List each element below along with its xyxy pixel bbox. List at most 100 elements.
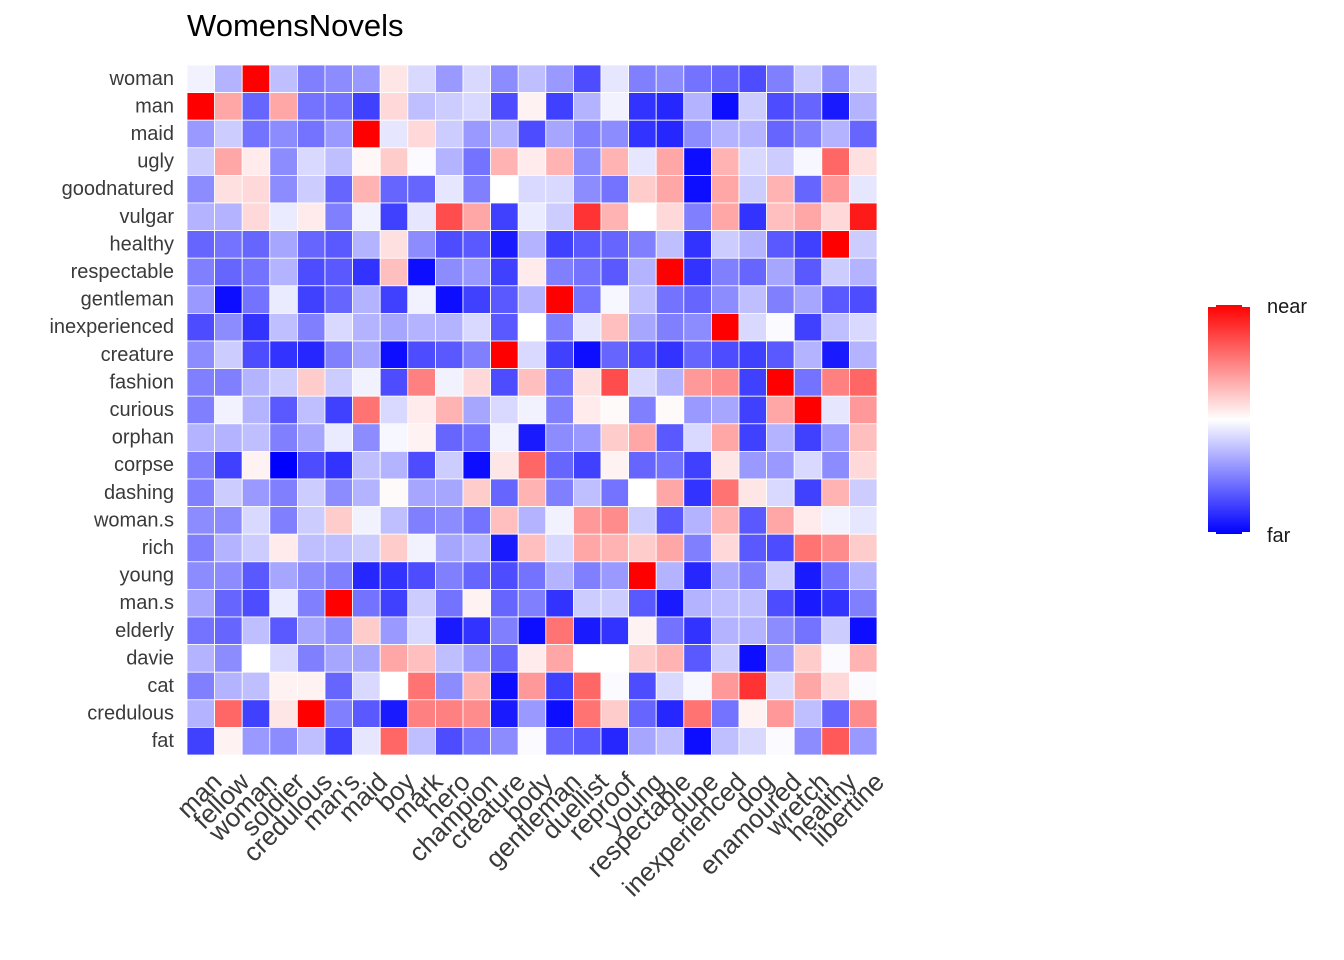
heatmap-cell-davie-mark: [407, 644, 436, 673]
heatmap-cell-elderly-creature: [490, 616, 519, 646]
heatmap-cell-maid-creature: [490, 119, 519, 149]
heatmap-cell-curious-dupe: [683, 395, 712, 425]
heatmap-cell-corpse-hero: [434, 450, 464, 480]
heatmap-cell-creature-libertine: [849, 340, 878, 370]
heatmap-cell-man.s-duellist: [573, 589, 602, 618]
heatmap-cell-healthy-soldier: [269, 230, 298, 259]
heatmap-cell-vulgar-credulous: [296, 202, 326, 232]
heatmap-cell-davie-credulous: [296, 644, 326, 673]
heatmap-cell-curious-woman: [241, 395, 271, 425]
heatmap-cell-ugly-body: [517, 147, 547, 176]
heatmap-cell-fashion-fellow: [214, 368, 243, 397]
heatmap-cell-orphan-woman: [241, 423, 271, 452]
heatmap-cell-healthy-hero: [434, 230, 464, 259]
heatmap-cell-cat-woman: [241, 671, 271, 701]
heatmap-cell-young-enamoured: [766, 561, 795, 590]
heatmap-cell-woman.s-man's: [324, 506, 354, 535]
row-label-goodnatured: goodnatured: [62, 178, 174, 200]
heatmap-cell-davie-man's: [324, 644, 354, 673]
heatmap-cell-corpse-credulous: [296, 450, 326, 480]
heatmap-cell-woman-man's: [324, 64, 354, 94]
heatmap-cell-man-hero: [434, 92, 464, 121]
color-legend: near far: [1208, 296, 1307, 547]
row-label-orphan: orphan: [112, 427, 174, 449]
heatmap-cell-woman-young: [628, 64, 657, 94]
heatmap-cell-young-credulous: [296, 561, 326, 590]
heatmap-cell-rich-duellist: [573, 533, 602, 563]
heatmap-cell-fat-hero: [434, 727, 464, 756]
heatmap-cell-young-reproof: [600, 561, 630, 590]
heatmap-cell-vulgar-healthy: [821, 202, 850, 232]
heatmap-cell-goodnatured-dupe: [683, 174, 712, 204]
heatmap-cell-gentleman-gentleman: [545, 285, 574, 314]
heatmap-cell-woman-maid: [352, 64, 381, 94]
heatmap-cell-creature-hero: [434, 340, 464, 370]
chart-title: WomensNovels: [187, 8, 404, 43]
heatmap-cell-elderly-champion: [462, 616, 492, 646]
heatmap-cell-ugly-creature: [490, 147, 519, 176]
heatmap-cell-man.s-soldier: [269, 589, 298, 618]
heatmap-cell-man.s-gentleman: [545, 589, 574, 618]
heatmap-cell-corpse-inexperienced: [711, 450, 740, 480]
heatmap-cell-fat-soldier: [269, 727, 298, 756]
heatmap-cell-man-respectable: [655, 92, 685, 121]
heatmap-cell-man-wretch: [793, 92, 823, 121]
heatmap-cell-young-maid: [352, 561, 381, 590]
heatmap-cell-ugly-libertine: [849, 147, 878, 176]
heatmap-cell-fashion-creature: [490, 368, 519, 397]
heatmap-cell-dashing-wretch: [793, 478, 823, 508]
heatmap-cell-healthy-gentleman: [545, 230, 574, 259]
heatmap-cell-woman.s-champion: [462, 506, 492, 535]
heatmap-cell-man-inexperienced: [711, 92, 740, 121]
heatmap-cell-curious-body: [517, 395, 547, 425]
heatmap-cell-respectable-soldier: [269, 257, 298, 287]
heatmap-cell-gentleman-champion: [462, 285, 492, 314]
heatmap-cell-elderly-inexperienced: [711, 616, 740, 646]
heatmap-cell-woman.s-gentleman: [545, 506, 574, 535]
heatmap-cell-ugly-boy: [379, 147, 409, 176]
heatmap-cell-dashing-reproof: [600, 478, 630, 508]
heatmap-cell-man-creature: [490, 92, 519, 121]
heatmap-cell-fashion-respectable: [655, 368, 685, 397]
heatmap-cell-vulgar-libertine: [849, 202, 878, 232]
heatmap-cell-fat-champion: [462, 727, 492, 756]
heatmap-cell-gentleman-reproof: [600, 285, 630, 314]
heatmap-cell-rich-mark: [407, 533, 436, 563]
heatmap-cell-young-creature: [490, 561, 519, 590]
heatmap-cell-rich-man's: [324, 533, 354, 563]
heatmap-cell-rich-hero: [434, 533, 464, 563]
heatmap-cell-woman-enamoured: [766, 64, 795, 94]
heatmap-cell-cat-credulous: [296, 671, 326, 701]
heatmap-cell-cat-maid: [352, 671, 381, 701]
heatmap-cell-man-enamoured: [766, 92, 795, 121]
heatmap-cell-rich-enamoured: [766, 533, 795, 563]
heatmap-cell-young-dog: [738, 561, 768, 590]
heatmap-cell-man-boy: [379, 92, 409, 121]
heatmap-cell-ugly-wretch: [793, 147, 823, 176]
heatmap-cell-inexperienced-man: [186, 312, 216, 342]
heatmap-cell-orphan-dupe: [683, 423, 712, 452]
heatmap-cell-healthy-reproof: [600, 230, 630, 259]
heatmap-cell-dashing-gentleman: [545, 478, 574, 508]
heatmap-cell-creature-duellist: [573, 340, 602, 370]
heatmap-cell-rich-boy: [379, 533, 409, 563]
heatmap-cell-ugly-mark: [407, 147, 436, 176]
heatmap-cell-maid-enamoured: [766, 119, 795, 149]
heatmap-cell-curious-hero: [434, 395, 464, 425]
column-labels: manfellowwomansoldiercredulousman'smaidb…: [171, 766, 890, 902]
heatmap-cell-dashing-creature: [490, 478, 519, 508]
heatmap-cell-woman-fellow: [214, 64, 243, 94]
heatmap-cell-woman-mark: [407, 64, 436, 94]
heatmap-cell-creature-gentleman: [545, 340, 574, 370]
heatmap-cell-rich-respectable: [655, 533, 685, 563]
heatmap-cell-orphan-young: [628, 423, 657, 452]
heatmap-cell-inexperienced-maid: [352, 312, 381, 342]
heatmap-cell-man-man's: [324, 92, 354, 121]
heatmap-cell-maid-respectable: [655, 119, 685, 149]
heatmap-cell-davie-enamoured: [766, 644, 795, 673]
heatmap-cell-davie-respectable: [655, 644, 685, 673]
heatmap-cell-healthy-man: [186, 230, 216, 259]
heatmap-cell-vulgar-young: [628, 202, 657, 232]
heatmap-cell-young-man's: [324, 561, 354, 590]
heatmap-cell-goodnatured-mark: [407, 174, 436, 204]
